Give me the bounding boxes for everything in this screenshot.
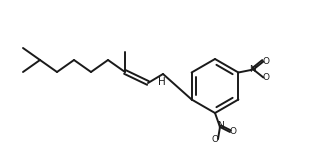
Text: N: N — [217, 122, 223, 131]
Text: N: N — [249, 65, 256, 74]
Text: O: O — [229, 127, 237, 136]
Text: O: O — [263, 73, 270, 82]
Text: O: O — [263, 57, 270, 66]
Text: H: H — [158, 77, 166, 87]
Text: O: O — [212, 135, 218, 144]
